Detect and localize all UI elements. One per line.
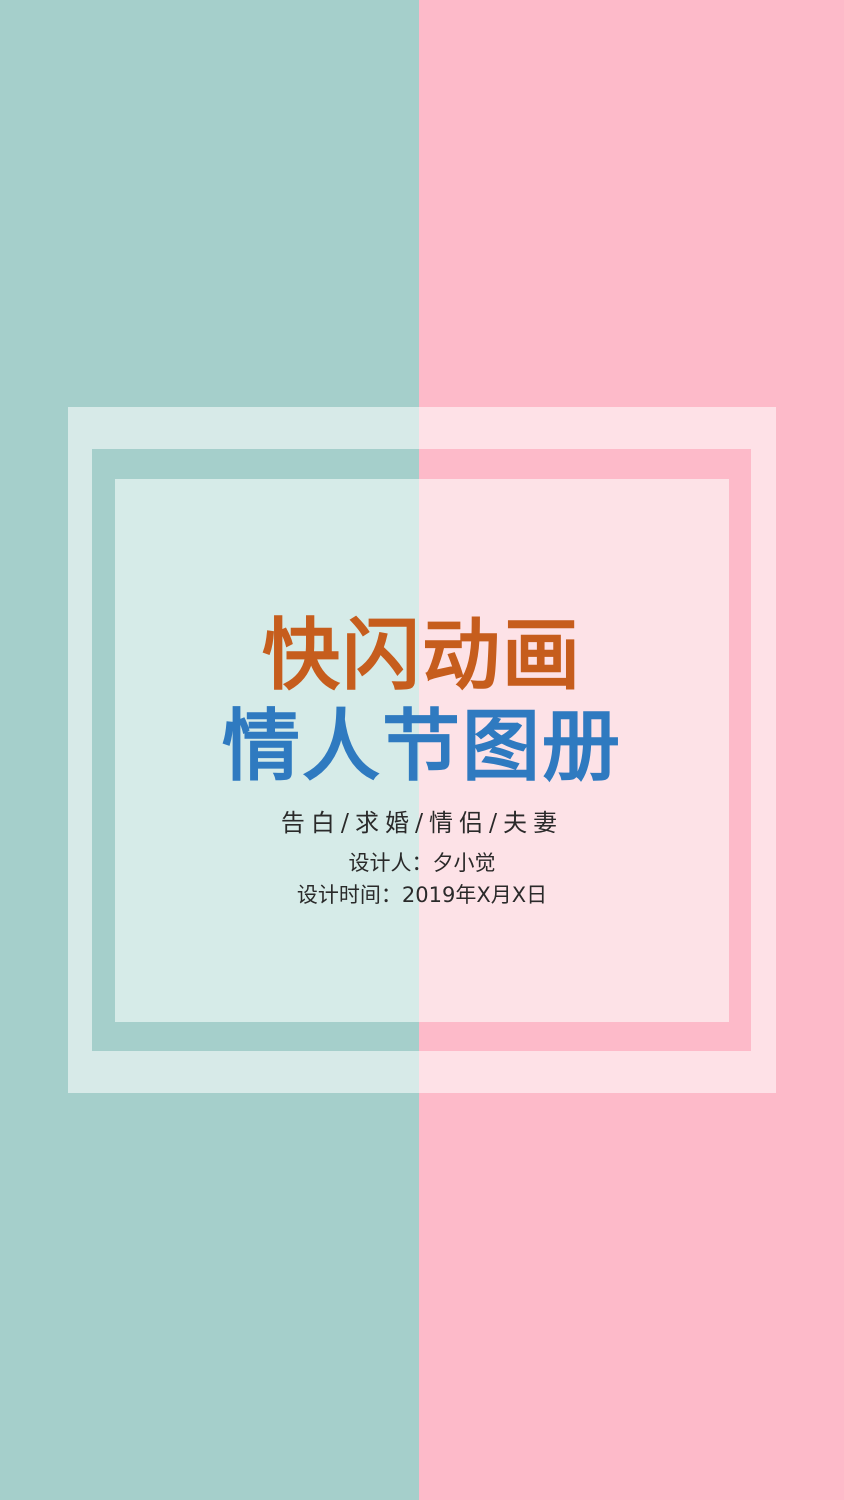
subtitle-tags: 告白/求婚/情侣/夫妻	[0, 806, 844, 840]
title-line-1: 快闪动画	[0, 611, 844, 701]
design-date: 设计时间：2019年X月X日	[0, 880, 844, 910]
title-line-2: 情人节图册	[0, 702, 844, 792]
designer-credit: 设计人：夕小觉	[0, 848, 844, 878]
